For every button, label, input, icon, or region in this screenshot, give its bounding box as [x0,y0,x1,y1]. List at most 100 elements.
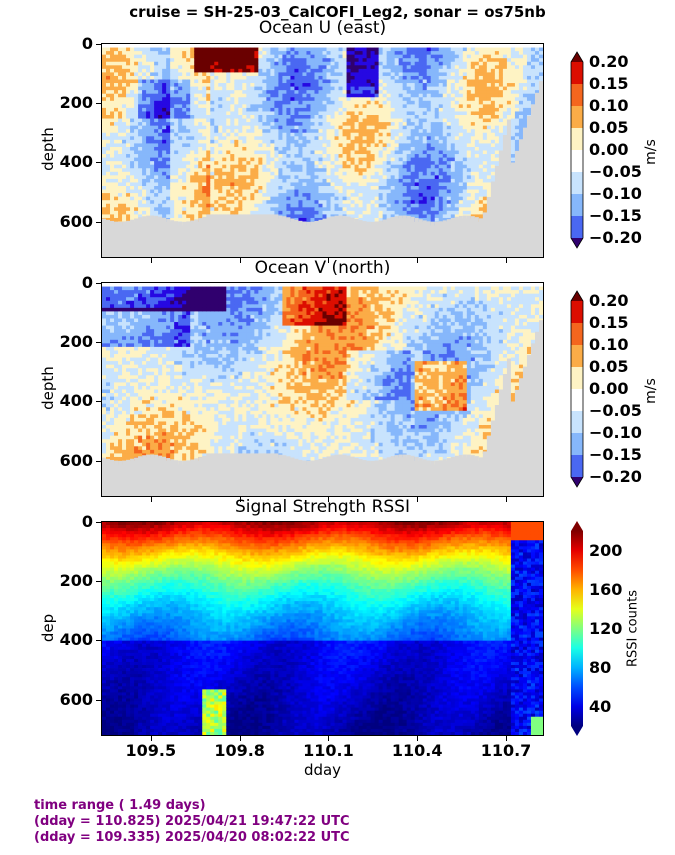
field-cell [218,65,223,70]
field-cell [258,193,263,198]
field-cell [302,107,307,112]
field-cell [130,171,135,176]
field-cell [378,79,384,84]
field-cell [266,54,271,59]
field-cell [198,171,203,176]
field-cell [198,178,203,183]
field-cell [166,51,171,56]
field-cell [426,154,432,158]
field-cell [262,171,267,176]
field-cell [498,97,504,102]
field-cell [158,107,163,112]
field-cell [106,214,111,219]
field-cell [310,132,315,137]
field-cell [154,129,159,134]
field-cell [258,86,263,91]
field-cell [502,104,508,109]
field-cell [166,161,171,166]
field-cell [494,83,500,87]
field-cell [146,129,151,134]
field-cell [234,97,239,102]
field-cell [286,178,291,183]
field-cell [118,193,123,198]
field-cell [294,136,299,141]
field-cell [390,93,396,98]
field-cell [130,150,135,155]
field-cell [430,210,436,215]
field-cell [342,61,347,66]
field-cell [482,97,488,102]
field-cell [306,107,311,112]
field-cell [190,136,195,141]
field-cell [458,65,464,70]
field-cell [158,196,163,201]
field-cell [286,68,291,73]
field-cell [406,182,412,187]
field-cell [398,68,404,73]
field-cell [490,68,496,73]
field-cell [270,171,275,176]
field-cell [510,157,516,162]
field-cell [258,122,263,127]
field-cell [390,47,396,52]
field-cell [434,217,440,222]
field-cell [462,146,468,151]
field-cell [262,122,267,127]
field-cell [482,58,488,63]
field-cell [474,75,480,80]
field-cell [106,139,111,144]
field-cell [106,125,111,130]
field-cell [478,168,484,173]
field-cell [306,104,311,109]
field-cell [182,143,187,148]
field-cell [210,129,215,134]
field-cell [158,86,163,91]
field-cell [234,51,239,56]
field-cell [270,54,275,59]
field-cell [330,210,335,215]
field-cell [290,79,295,84]
field-cell [426,129,432,134]
field-cell [354,47,359,52]
field-cell [294,132,299,137]
field-cell [466,189,472,194]
field-cell [482,79,488,84]
field-cell [358,136,363,141]
field-cell [286,154,291,158]
field-cell [342,200,347,205]
field-cell [202,143,207,148]
field-cell [254,150,259,155]
field-cell [466,150,472,155]
field-cell [198,111,203,116]
field-cell [290,189,295,194]
field-cell [146,107,151,112]
field-cell [290,100,295,105]
field-cell [398,210,404,215]
field-cell [178,125,183,130]
field-cell [450,210,456,215]
field-cell [230,115,235,119]
field-cell [114,210,119,215]
field-cell [466,143,472,148]
field-cell [158,146,163,151]
field-cell [374,139,380,144]
field-cell [154,193,159,198]
field-cell [230,175,235,180]
field-cell [434,115,440,119]
field-cell [274,72,279,77]
field-cell [478,107,484,112]
field-cell [262,68,267,73]
field-cell [478,97,484,102]
field-cell [250,143,255,148]
field-cell [374,189,380,194]
field-cell [290,164,295,169]
field-cell [238,79,243,84]
field-cell [338,65,343,70]
field-cell [458,178,464,183]
field-cell [498,79,504,84]
field-cell [182,75,187,80]
field-cell [262,150,267,155]
field-cell [194,104,199,109]
field-cell [366,168,372,173]
field-cell [262,200,267,205]
